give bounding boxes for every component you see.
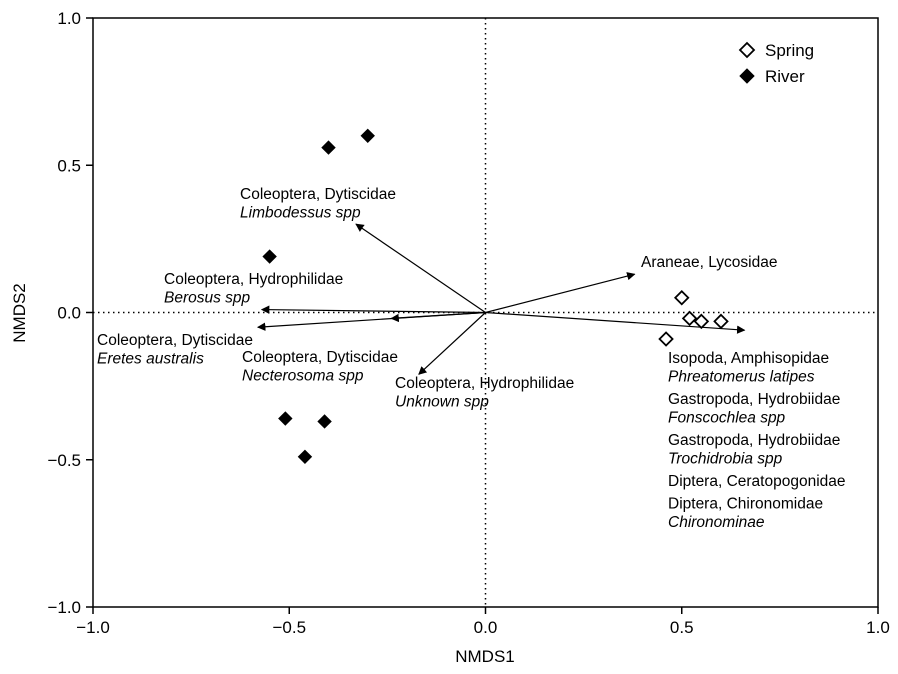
- legend-label-river: River: [765, 67, 805, 86]
- vector-label: Trochidrobia spp: [668, 451, 783, 468]
- x-axis-title: NMDS1: [455, 647, 515, 666]
- vector-label: Gastropoda, Hydrobiidae: [668, 391, 840, 408]
- vector-arrow: [260, 305, 486, 314]
- river-point: [278, 411, 293, 426]
- vector-label: Diptera, Ceratopogonidae: [668, 473, 846, 490]
- vector-arrow: [390, 311, 486, 323]
- y-tick-label: 0.0: [57, 304, 81, 323]
- vector-label: Coleoptera, Hydrophilidae: [164, 271, 343, 288]
- x-axis-ticks: −1.0 −0.5 0.0 0.5 1.0: [76, 607, 890, 637]
- y-tick-label: −0.5: [47, 451, 81, 470]
- vector-arrows: [257, 223, 746, 375]
- vector-label: Gastropoda, Hydrobiidae: [668, 432, 840, 449]
- river-point: [321, 140, 336, 155]
- y-axis-ticks: −1.0 −0.5 0.0 0.5 1.0: [47, 9, 93, 617]
- vector-label: Limbodessus spp: [240, 205, 361, 222]
- spring-point: [681, 310, 698, 327]
- vector-label: Berosus spp: [164, 290, 251, 307]
- vector-label: Coleoptera, Dytiscidae: [97, 332, 253, 349]
- vector-label: Coleoptera, Dytiscidae: [240, 186, 396, 203]
- x-tick-label: 0.0: [474, 618, 498, 637]
- legend-marker-river: [739, 68, 755, 84]
- river-point: [297, 449, 313, 465]
- vector-label: Phreatomerus latipes: [668, 369, 815, 386]
- vector-label: Chironominae: [668, 514, 765, 531]
- vector-label: Necterosoma spp: [242, 368, 364, 385]
- data-points: [262, 128, 729, 465]
- vector-label: Eretes australis: [97, 351, 204, 368]
- spring-point: [693, 313, 710, 330]
- vector-arrow: [418, 312, 486, 375]
- spring-point: [673, 290, 690, 306]
- legend-label-spring: Spring: [765, 41, 814, 60]
- vector-label: Diptera, Chironomidae: [668, 496, 823, 513]
- x-tick-label: −1.0: [76, 618, 110, 637]
- spring-point: [658, 331, 674, 347]
- river-point: [360, 128, 375, 144]
- vector-label: Araneae, Lycosidae: [641, 254, 777, 271]
- vector-label: Fonscochlea spp: [668, 410, 786, 427]
- reference-lines: [93, 18, 878, 607]
- river-point: [317, 414, 332, 429]
- vector-label: Isopoda, Amphisopidae: [668, 350, 829, 367]
- y-tick-label: 1.0: [57, 9, 81, 28]
- vector-arrow: [485, 272, 636, 314]
- vector-label: Unknown spp: [395, 394, 489, 411]
- vector-label: Coleoptera, Hydrophilidae: [395, 375, 574, 392]
- legend: Spring River: [738, 41, 814, 86]
- x-tick-label: 1.0: [866, 618, 890, 637]
- x-tick-label: 0.5: [670, 618, 694, 637]
- river-point: [262, 249, 277, 264]
- y-axis-title: NMDS2: [10, 283, 29, 343]
- y-tick-label: −1.0: [47, 598, 81, 617]
- vector-label: Coleoptera, Dytiscidae: [242, 349, 398, 366]
- vector-labels: Coleoptera, Dytiscidae Limbodessus spp Col…: [97, 186, 846, 531]
- y-tick-label: 0.5: [57, 156, 81, 175]
- legend-marker-spring: [738, 41, 756, 59]
- spring-point: [713, 313, 729, 330]
- vector-arrow: [355, 223, 486, 313]
- x-tick-label: −0.5: [272, 618, 306, 637]
